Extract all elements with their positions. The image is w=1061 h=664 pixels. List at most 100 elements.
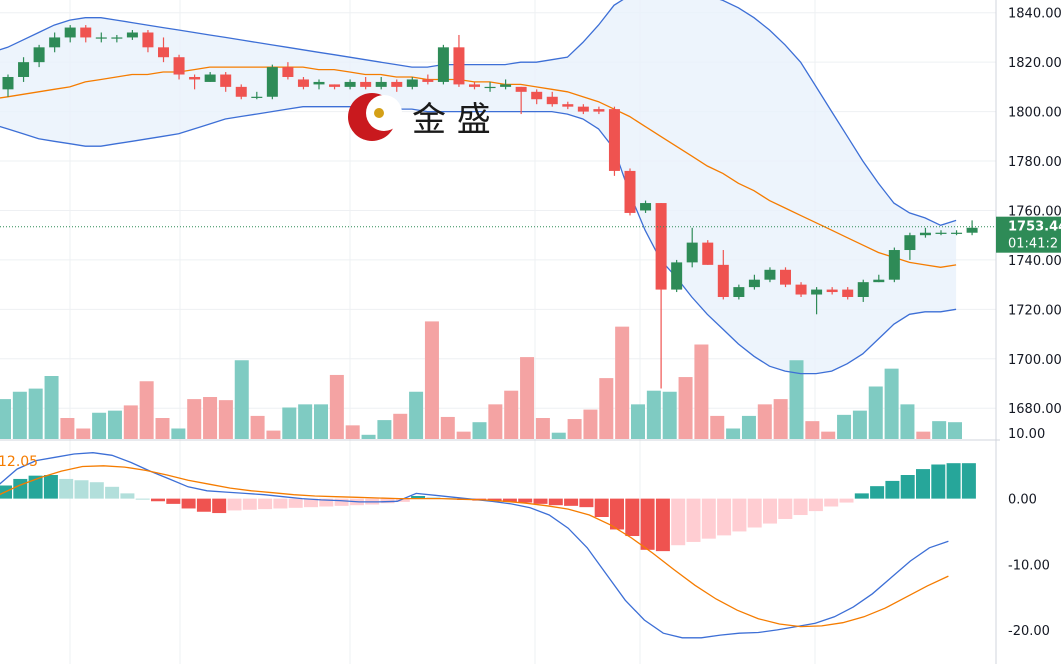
candle-body [422,79,434,82]
macd-histogram-bar [13,478,28,499]
macd-histogram-bar [854,493,869,499]
price-axis-tick-label: 1800.00 [1008,106,1061,121]
candle-body [562,104,574,107]
volume-bar [409,391,424,439]
bollinger-fill-area [0,0,957,374]
last-price-tag: 1753.44 01:41:2 [996,216,1061,253]
candle-body [453,47,465,85]
candle-body [655,203,667,290]
candle-body [624,170,636,213]
candle-body [142,32,154,48]
macd-histogram-bar [120,493,135,499]
volume-bar [916,431,931,439]
candle-body [531,91,543,100]
candle-body [282,67,294,77]
macd-histogram-bar [808,498,823,512]
macd-histogram-bar [288,498,303,508]
candle-body [220,74,232,87]
macd-histogram-bar [763,498,777,524]
volume-bar [932,421,947,439]
candle-body [406,79,418,87]
volume-bar [60,418,75,439]
macd-histogram-bar [548,498,563,506]
bollinger-band-fill [0,0,957,374]
macd-histogram-bar [258,498,273,510]
volume-bar [520,357,535,439]
candle-body [126,32,138,38]
candle-body [686,242,698,263]
candle-body [919,232,931,236]
candle-body [593,109,605,112]
macd-histogram-bar [655,498,670,552]
candle-body [375,81,387,87]
macd-histogram-bar [717,498,732,536]
volume-bar [361,434,376,439]
candle-body [515,86,527,92]
candle-body [671,262,683,290]
volume-bar [456,431,471,439]
candle-body [966,227,978,233]
macd-histogram-bar [196,498,211,512]
candle-body [437,47,449,82]
candle-body [888,250,900,280]
macd-histogram-bar [916,469,930,499]
jinsheng-logo: 金 盛 [348,93,491,141]
macd-histogram-bar [900,475,915,499]
candle-body [733,287,745,297]
volume-bar [266,430,281,439]
price-axis-tick-label: 1760.00 [1008,204,1061,219]
macd-histogram-bar [793,498,808,516]
price-axis-tick-label: 1840.00 [1008,7,1061,22]
macd-histogram-bar [701,498,716,539]
candle-body [469,84,480,87]
volume-bar [107,410,122,439]
candle-body [313,81,325,85]
price-axis-tick-label: 1740.00 [1008,254,1061,269]
macd-histogram-bar [242,498,257,510]
macd-histogram-bar [411,496,426,499]
volume-bar [773,399,788,439]
macd-value-label: 12.05 [0,454,38,470]
bar-countdown: 01:41:2 [1008,237,1058,252]
bollinger-middle-line [0,66,957,268]
volume-bar [123,405,138,439]
candle-body [173,57,185,75]
macd-histogram-bar [961,463,976,499]
candle-body [391,81,403,87]
candle-body [717,264,729,297]
candle-body [80,27,92,38]
volume-bar [329,374,344,439]
price-axis[interactable]: 1840.00 1820.00 1800.00 1780.00 1760.00 1740.… [1008,7,1061,639]
candle-body [111,37,123,39]
volume-bar [393,413,408,439]
volume-bar [488,404,503,439]
volume-bar [12,391,27,439]
macd-histogram-bar [487,498,502,502]
macd-histogram-bar [304,498,318,508]
volume-bar [187,399,202,439]
volume-bar [44,376,59,439]
volume-bar [92,412,107,439]
candle-body [64,27,76,38]
macd-histogram-bar [778,498,793,519]
volume-bar [741,415,756,439]
volume-bar [805,421,820,439]
macd-histogram-bar [732,498,747,532]
macd-histogram-bar [380,498,395,504]
candle-body [18,62,30,77]
macd-histogram-bar [747,498,762,528]
bollinger-band-lines [0,0,957,375]
candle-body [842,289,854,297]
candle-body [329,84,341,87]
macd-histogram-bar [824,498,839,507]
macd-histogram-bar [885,480,900,499]
candlestick-series[interactable] [2,25,978,389]
candle-body [251,96,263,98]
macd-histogram-bar [594,498,609,517]
volume-bar [203,397,218,439]
volume-bar [821,431,836,439]
price-axis-tick-label: 1780.00 [1008,155,1061,170]
candle-body [49,37,61,48]
candle-body [826,289,838,293]
